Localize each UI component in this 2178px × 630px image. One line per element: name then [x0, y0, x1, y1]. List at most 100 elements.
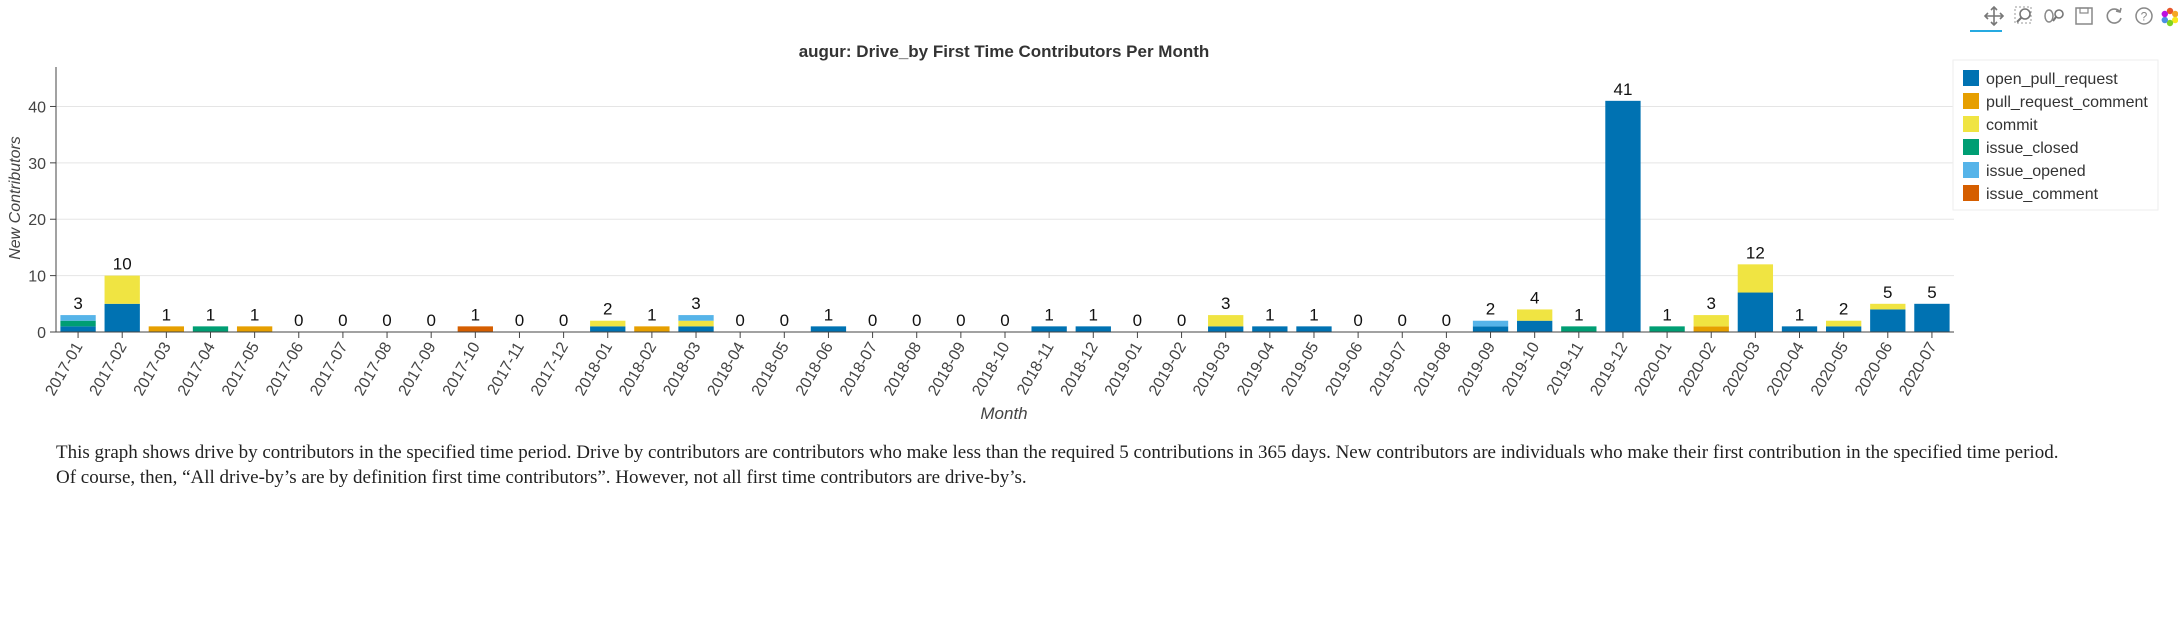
bar-segment: [1031, 326, 1067, 332]
x-tick-label: 2018-03: [660, 339, 704, 398]
x-tick-label: 2017-07: [307, 339, 351, 398]
bar-total-label: 0: [1442, 311, 1451, 330]
bokeh-logo-icon: [2161, 7, 2178, 27]
bar-segment: [104, 303, 140, 332]
bar-total-label: 5: [1927, 283, 1936, 302]
legend-label: commit: [1986, 117, 2038, 134]
reset-tool[interactable]: [2100, 2, 2128, 30]
description-line-2: Of course, then, “All drive-by’s are by …: [56, 467, 1027, 488]
legend-box: [1952, 59, 2159, 211]
bar-segment: [678, 315, 714, 321]
legend-swatch: [1963, 93, 1979, 109]
x-tick-label: 2020-07: [1896, 339, 1940, 398]
x-tick-label: 2020-05: [1808, 339, 1852, 398]
pan-tool[interactable]: [1980, 2, 2008, 30]
bar-total-label: 1: [1044, 305, 1053, 324]
pan-tool-icon: [1983, 5, 2005, 27]
x-tick-label: 2019-10: [1499, 339, 1543, 398]
box-zoom-tool[interactable]: [2010, 2, 2038, 30]
x-tick-label: 2018-06: [793, 339, 837, 398]
x-tick-label: 2019-12: [1587, 339, 1631, 398]
bar-total-label: 12: [1746, 243, 1765, 262]
bar-segment: [590, 326, 626, 332]
bar-total-label: 4: [1530, 288, 1539, 307]
x-tick-label: 2018-09: [925, 339, 969, 398]
bar-segment: [104, 275, 140, 304]
x-tick-label: 2020-02: [1676, 339, 1720, 398]
x-tick-label: 2019-03: [1190, 339, 1234, 398]
bar-segment: [634, 326, 670, 332]
legend-swatch: [1963, 70, 1979, 86]
bar-total-label: 3: [73, 294, 82, 313]
bar-total-label: 0: [426, 311, 435, 330]
bar-total-label: 0: [868, 311, 877, 330]
bar-segment: [1781, 326, 1818, 332]
bar-total-label: 0: [1133, 311, 1142, 330]
bar-total-label: 2: [1486, 300, 1495, 319]
bar-total-label: 0: [1000, 311, 1009, 330]
y-axis-label: New Contributors: [7, 136, 24, 260]
x-tick-label: 2017-12: [528, 339, 572, 398]
bar-segment: [1649, 326, 1685, 332]
bar-total-label: 2: [1839, 300, 1848, 319]
bar-total-label: 0: [1398, 311, 1407, 330]
x-tick-label: 2019-05: [1278, 339, 1322, 398]
x-tick-label: 2019-08: [1411, 339, 1455, 398]
x-tick-label: 2017-01: [42, 339, 86, 398]
bar-total-label: 1: [647, 305, 656, 324]
wheel-zoom-tool[interactable]: [2040, 2, 2068, 30]
bar-segment: [1517, 309, 1553, 321]
bar-segment: [1914, 303, 1950, 332]
save-tool[interactable]: [2070, 2, 2098, 30]
bar-total-label: 1: [206, 305, 215, 324]
bar-segment: [60, 320, 96, 327]
x-tick-label: 2018-04: [705, 339, 749, 398]
description-line-1: This graph shows drive by contributors i…: [56, 442, 2059, 463]
bar-total-label: 1: [1574, 305, 1583, 324]
x-tick-label: 2018-10: [969, 339, 1013, 398]
bar-segment: [810, 326, 847, 332]
x-tick-label: 2020-04: [1764, 339, 1808, 398]
active-tool-indicator: [1970, 30, 2002, 32]
box-zoom-tool-icon: [2014, 6, 2032, 24]
bar-total-label: 1: [1662, 305, 1671, 324]
legend-label: issue_opened: [1986, 163, 2086, 180]
bar-total-label: 0: [956, 311, 965, 330]
bar-segment: [1870, 309, 1906, 332]
bar-segment: [678, 320, 714, 327]
bar-segment: [60, 326, 96, 332]
bar-total-label: 1: [1089, 305, 1098, 324]
y-tick-label: 10: [28, 269, 46, 286]
bar-total-label: 2: [603, 300, 612, 319]
x-tick-label: 2017-05: [219, 339, 263, 398]
x-tick-label: 2017-09: [396, 339, 440, 398]
bar-total-label: 0: [735, 311, 744, 330]
y-tick-label: 40: [28, 99, 46, 116]
x-tick-label: 2017-11: [484, 339, 528, 397]
y-tick-label: 20: [28, 212, 46, 229]
bar-segment: [1472, 320, 1509, 327]
bar-segment: [678, 326, 714, 332]
bar-segment: [236, 326, 273, 332]
x-tick-label: 2020-03: [1720, 339, 1764, 398]
legend-swatch: [1963, 116, 1979, 132]
legend-label: open_pull_request: [1986, 71, 2118, 88]
bar-segment: [1693, 326, 1729, 332]
bokeh-logo[interactable]: [2156, 2, 2178, 30]
bar-segment: [1472, 326, 1509, 332]
bar-segment: [1825, 320, 1862, 327]
chart-title: augur: Drive_by First Time Contributors …: [799, 42, 1210, 61]
gridlines: [56, 105, 1954, 333]
chart-toolbar: ?: [1966, 0, 2178, 34]
legend: open_pull_request pull_request_commentcom…: [1952, 59, 2159, 211]
bar-segment: [1208, 315, 1244, 327]
help-tool[interactable]: ?: [2130, 2, 2158, 30]
bar-total-label: 5: [1883, 283, 1892, 302]
wheel-zoom-tool-icon: [2044, 9, 2064, 23]
x-tick-label: 2019-06: [1322, 339, 1366, 398]
x-axis-label: Month: [980, 404, 1027, 423]
help-tool-icon: ?: [2135, 7, 2153, 25]
bar-total-label: 0: [382, 311, 391, 330]
bar-total-label: 0: [338, 311, 347, 330]
